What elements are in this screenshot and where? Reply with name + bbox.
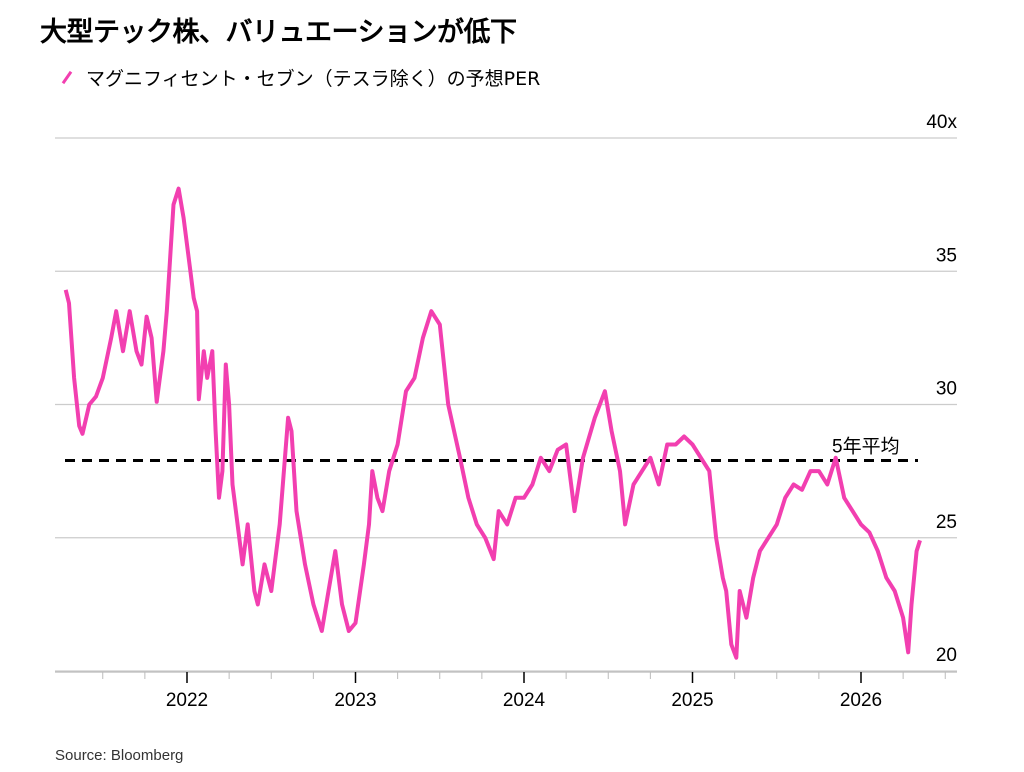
y-tick-label: 25 <box>936 512 957 533</box>
x-tick-label: 2024 <box>503 690 546 711</box>
source-note: Source: Bloomberg <box>55 747 184 764</box>
y-tick-label: 30 <box>936 379 957 400</box>
x-tick-label: 2026 <box>840 690 882 711</box>
y-tick-label: 20 <box>936 645 957 666</box>
x-tick-label: 2023 <box>334 690 376 711</box>
five-year-average-label: 5年平均 <box>832 435 900 457</box>
legend: マグニフィセント・セブン（テスラ除く）の予想PER <box>60 64 540 91</box>
y-tick-label: 40x <box>926 112 957 133</box>
per-series-line <box>63 186 922 660</box>
legend-label: マグニフィセント・セブン（テスラ除く）の予想PER <box>86 68 541 90</box>
y-tick-label: 35 <box>936 245 957 266</box>
chart-title: 大型テック株、バリュエーションが低下 <box>40 17 517 48</box>
x-tick-label: 2022 <box>166 690 208 711</box>
x-tick-label: 2025 <box>671 690 713 711</box>
